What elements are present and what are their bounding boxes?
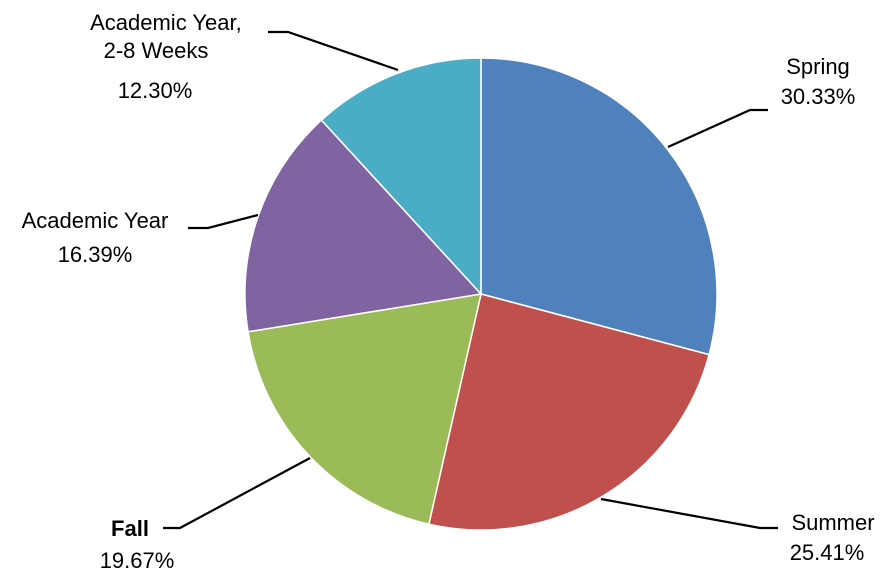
pie-slice-academic-year — [244, 119, 483, 333]
pie-slice-spring — [480, 57, 718, 356]
pie-slices — [244, 57, 718, 531]
pie-slice-summer — [427, 293, 710, 531]
leader-line-academic-year-short — [268, 30, 399, 72]
pie-slice-academic-year-2-8-weeks — [320, 57, 482, 296]
slice-value-summer: 25.41% — [790, 540, 865, 565]
leader-line-summer — [600, 497, 778, 530]
slice-label-academic-year-short: Academic Year, 2-8 Weeks — [90, 10, 248, 63]
slice-value-fall: 19.67% — [100, 548, 175, 573]
slice-label-academic-year-short-line2: 2-8 Weeks — [104, 38, 209, 63]
slice-label-summer: Summer — [791, 510, 874, 535]
slice-value-academic-year-short: 12.30% — [118, 78, 193, 103]
slice-value-academic-year: 16.39% — [58, 242, 133, 267]
pie-slice-fall — [247, 293, 482, 526]
slice-label-fall: Fall — [111, 516, 149, 541]
leader-line-academic-year — [188, 213, 259, 230]
slice-label-academic-year-short-line1: Academic Year, — [90, 10, 242, 35]
leader-line-spring — [667, 108, 768, 149]
leader-line-fall — [163, 457, 311, 530]
leader-lines — [163, 30, 778, 530]
slice-value-spring: 30.33% — [781, 84, 856, 109]
slice-label-academic-year: Academic Year — [22, 208, 169, 233]
slice-label-spring: Spring — [786, 54, 850, 79]
